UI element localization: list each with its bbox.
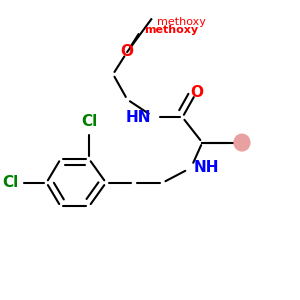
Text: methoxy: methoxy xyxy=(144,25,198,34)
Text: Cl: Cl xyxy=(2,175,18,190)
Text: NH: NH xyxy=(194,160,219,175)
Text: methoxy: methoxy xyxy=(157,17,206,27)
Circle shape xyxy=(234,134,250,151)
Text: O: O xyxy=(190,85,203,100)
Text: HN: HN xyxy=(126,110,151,125)
Text: O: O xyxy=(121,44,134,59)
Text: Cl: Cl xyxy=(81,114,97,129)
